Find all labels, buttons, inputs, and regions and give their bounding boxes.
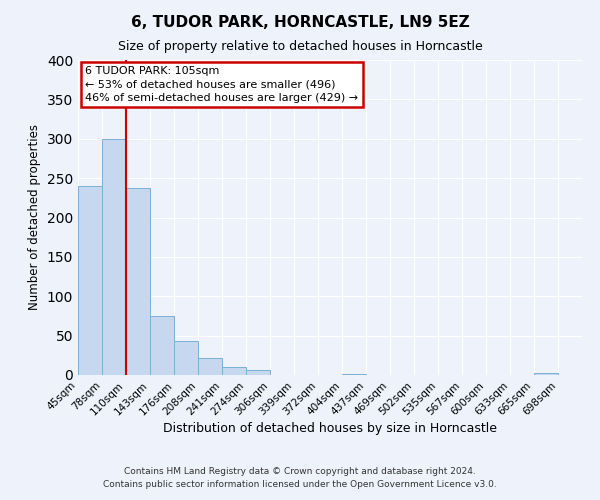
X-axis label: Distribution of detached houses by size in Horncastle: Distribution of detached houses by size … (163, 422, 497, 436)
Bar (222, 367, 246, 375)
Text: Contains HM Land Registry data © Crown copyright and database right 2024.
Contai: Contains HM Land Registry data © Crown c… (103, 468, 497, 489)
Bar (150, 316, 174, 375)
Bar (342, 374, 366, 375)
Bar (533, 372, 558, 375)
Bar (78, 186, 102, 375)
Bar (198, 358, 222, 375)
Bar (174, 341, 198, 375)
Text: 6, TUDOR PARK, HORNCASTLE, LN9 5EZ: 6, TUDOR PARK, HORNCASTLE, LN9 5EZ (131, 15, 469, 30)
Bar (246, 370, 270, 375)
Bar (102, 138, 126, 375)
Text: 6 TUDOR PARK: 105sqm
← 53% of detached houses are smaller (496)
46% of semi-deta: 6 TUDOR PARK: 105sqm ← 53% of detached h… (85, 66, 358, 102)
Y-axis label: Number of detached properties: Number of detached properties (28, 124, 41, 310)
Text: Size of property relative to detached houses in Horncastle: Size of property relative to detached ho… (118, 40, 482, 53)
Bar (126, 188, 150, 375)
